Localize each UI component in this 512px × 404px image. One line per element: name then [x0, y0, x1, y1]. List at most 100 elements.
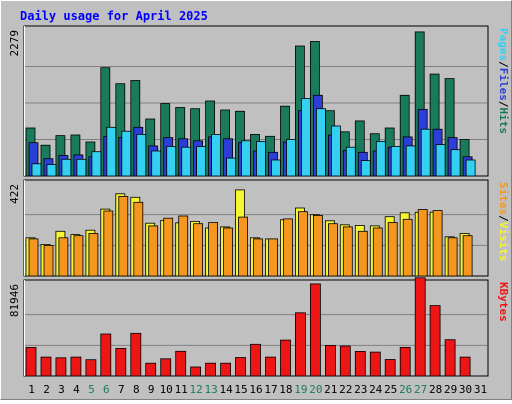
bar-sites-day-17 — [268, 238, 278, 277]
day-label: 10 — [160, 383, 173, 396]
bar-kbytes-day-4 — [70, 356, 82, 377]
bar-sites-day-15 — [238, 216, 248, 277]
bar-sites-day-12 — [193, 223, 204, 277]
bar-pages-day-30 — [465, 159, 476, 177]
day-label: 2 — [43, 383, 50, 396]
day-label: 30 — [459, 383, 472, 396]
bar-sites-day-9 — [148, 225, 159, 277]
bar-kbytes-day-25 — [384, 359, 396, 377]
day-label: 27 — [414, 383, 427, 396]
legend-item: Pages — [497, 28, 510, 61]
bar-sites-day-10 — [163, 217, 174, 277]
bar-pages-day-20 — [315, 108, 326, 177]
legend-item: / — [497, 215, 510, 222]
bar-sites-day-14 — [223, 227, 234, 277]
day-label: 1 — [28, 383, 35, 396]
bar-pages-day-29 — [450, 149, 461, 177]
day-label: 14 — [219, 383, 233, 396]
panel-volume: 81946 KBytes — [8, 277, 510, 377]
bar-pages-day-17 — [271, 159, 281, 177]
bar-sites-day-26 — [402, 218, 413, 277]
bar-sites-day-21 — [327, 223, 338, 277]
panel-ymax-label: 2279 — [8, 30, 21, 57]
bar-kbytes-day-3 — [55, 357, 67, 377]
panel-visitors: 422 Sites/Visits — [8, 179, 510, 277]
day-label: 24 — [369, 383, 383, 396]
bar-pages-day-11 — [181, 146, 192, 177]
bar-sites-day-18 — [283, 218, 293, 277]
day-label: 6 — [103, 383, 110, 396]
day-label: 9 — [148, 383, 155, 396]
bar-kbytes-day-9 — [145, 362, 157, 377]
bar-kbytes-day-28 — [429, 305, 441, 377]
day-label: 18 — [279, 383, 292, 396]
bar-pages-day-6 — [106, 126, 117, 177]
bar-pages-day-16 — [256, 140, 266, 177]
bar-pages-day-14 — [226, 157, 237, 177]
bar-pages-day-5 — [91, 151, 102, 177]
bar-pages-day-26 — [405, 145, 416, 177]
day-label: 17 — [264, 383, 277, 396]
bar-sites-day-20 — [312, 214, 323, 277]
bar-pages-day-21 — [330, 125, 341, 177]
bar-kbytes-day-24 — [369, 351, 381, 377]
bar-pages-day-24 — [375, 140, 386, 177]
bar-kbytes-day-1 — [25, 346, 37, 377]
bar-pages-day-15 — [241, 140, 251, 177]
bar-pages-day-12 — [196, 146, 207, 177]
bar-kbytes-day-26 — [399, 346, 411, 377]
day-label: 19 — [294, 383, 307, 396]
panel-requests: 2279 Pages/Files/Hits — [8, 25, 510, 177]
day-label: 5 — [88, 383, 95, 396]
bar-pages-day-22 — [345, 146, 356, 177]
bar-sites-day-11 — [178, 215, 189, 277]
bar-pages-day-25 — [390, 146, 401, 177]
bar-sites-day-28 — [432, 210, 443, 277]
bar-kbytes-day-7 — [115, 347, 127, 377]
bar-kbytes-day-18 — [280, 339, 291, 377]
bar-sites-day-4 — [73, 235, 84, 277]
day-label: 4 — [73, 383, 80, 396]
bar-kbytes-day-30 — [459, 356, 471, 377]
panel-ymax-label: 422 — [8, 184, 21, 204]
panel-legend: Pages/Files/Hits — [497, 28, 510, 134]
day-label: 15 — [234, 383, 247, 396]
bar-kbytes-day-14 — [220, 362, 232, 377]
bar-pages-day-28 — [435, 144, 446, 177]
bar-pages-day-1 — [31, 163, 42, 177]
bar-pages-day-13 — [211, 133, 222, 177]
bar-kbytes-day-16 — [250, 343, 261, 377]
day-label: 16 — [249, 383, 262, 396]
bar-kbytes-day-23 — [354, 350, 366, 377]
legend-item: Files — [497, 68, 510, 101]
legend-item: / — [497, 101, 510, 108]
legend-item: / — [497, 61, 510, 68]
bar-sites-day-24 — [372, 227, 383, 277]
bar-pages-day-3 — [61, 158, 72, 177]
bar-kbytes-day-22 — [339, 345, 351, 377]
panel-legend: Sites/Visits — [497, 182, 510, 262]
bar-sites-day-7 — [118, 195, 129, 277]
bar-pages-day-4 — [76, 158, 87, 177]
bar-kbytes-day-10 — [160, 358, 172, 377]
day-label: 21 — [324, 383, 337, 396]
bar-kbytes-day-19 — [294, 312, 306, 377]
bar-pages-day-9 — [151, 150, 162, 177]
bar-sites-day-27 — [417, 209, 428, 277]
panel-legend: KBytes — [497, 282, 510, 322]
bar-sites-day-5 — [88, 233, 99, 277]
chart-title: Daily usage for April 2025 — [20, 9, 208, 23]
bar-pages-day-19 — [300, 98, 311, 177]
day-label: 8 — [133, 383, 140, 396]
day-label: 3 — [58, 383, 65, 396]
bar-kbytes-day-20 — [309, 283, 321, 377]
legend-item: Hits — [497, 108, 510, 135]
bar-kbytes-day-12 — [190, 366, 202, 377]
bar-kbytes-day-13 — [205, 362, 217, 377]
bar-sites-day-19 — [297, 211, 308, 277]
day-label: 7 — [118, 383, 125, 396]
bar-kbytes-day-21 — [324, 344, 336, 377]
day-label: 29 — [444, 383, 457, 396]
